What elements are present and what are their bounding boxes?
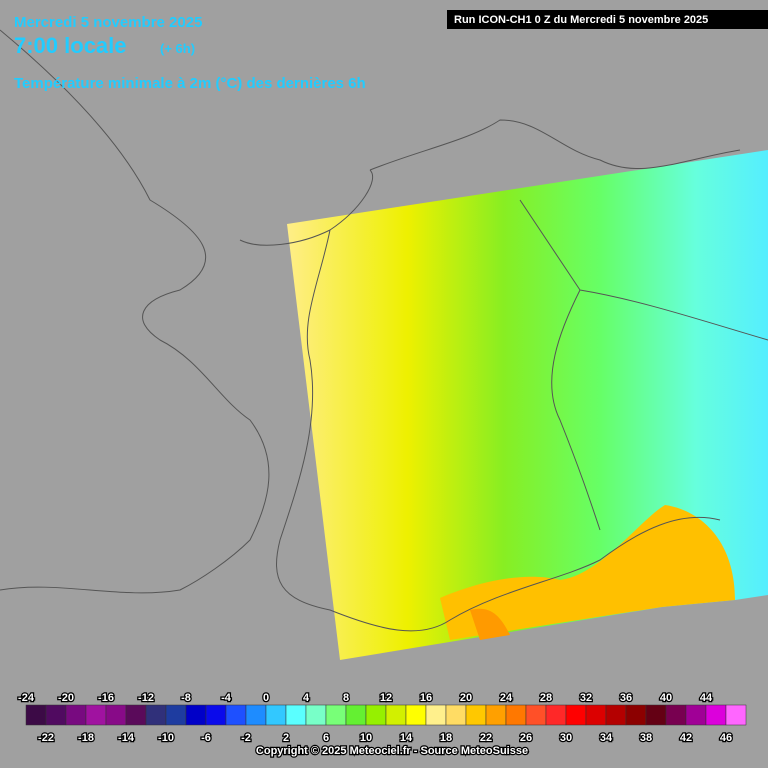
legend-label: 6 <box>323 732 329 744</box>
legend-swatch <box>205 704 227 726</box>
legend-label: 36 <box>620 692 632 704</box>
legend-swatch <box>505 704 527 726</box>
country-borders <box>239 119 768 632</box>
date: Mercredi 5 novembre 2025 <box>14 14 202 31</box>
legend-label: 22 <box>480 732 492 744</box>
legend-swatch <box>725 704 747 726</box>
legend-label: 38 <box>640 732 652 744</box>
legend-swatch <box>365 704 387 726</box>
legend-swatch <box>385 704 407 726</box>
legend-swatch <box>225 704 247 726</box>
legend-label: 30 <box>560 732 572 744</box>
legend-label: -14 <box>118 732 135 744</box>
legend-label: 26 <box>520 732 532 744</box>
legend-swatch <box>665 704 687 726</box>
legend-swatch <box>245 704 267 726</box>
legend-label: 40 <box>660 692 672 704</box>
copyright: Copyright © 2025 Meteociel.fr - Source M… <box>256 745 528 757</box>
legend-label: 32 <box>580 692 592 704</box>
legend-swatch <box>305 704 327 726</box>
legend-swatch <box>165 704 187 726</box>
legend-swatch <box>565 704 587 726</box>
legend-swatch <box>25 704 47 726</box>
legend-label: 34 <box>600 732 613 744</box>
warm-patch <box>470 608 510 640</box>
legend-swatch <box>345 704 367 726</box>
run: Run ICON-CH1 0 Z du Mercredi 5 novembre … <box>454 14 708 26</box>
legend-label: 4 <box>303 692 310 704</box>
legend-label: -18 <box>78 732 94 744</box>
legend-swatch <box>85 704 107 726</box>
legend-label: 24 <box>500 692 513 704</box>
run-box <box>447 10 768 29</box>
legend-swatch <box>45 704 67 726</box>
legend-label: 8 <box>343 692 349 704</box>
legend-swatch <box>645 704 667 726</box>
legend-swatch <box>485 704 507 726</box>
legend-swatch <box>325 704 347 726</box>
legend-swatch <box>625 704 647 726</box>
legend-label: 0 <box>263 692 269 704</box>
legend-swatch <box>425 704 447 726</box>
legend-label: -4 <box>221 692 232 704</box>
legend: -24-22-20-18-16-14-12-10-8-6-4-202468101… <box>17 691 747 745</box>
legend-swatch <box>585 704 607 726</box>
legend-swatch <box>705 704 727 726</box>
legend-label: 10 <box>360 732 372 744</box>
legend-label: -20 <box>58 692 74 704</box>
legend-swatch <box>605 704 627 726</box>
legend-label: 16 <box>420 692 432 704</box>
legend-label: -6 <box>201 732 211 744</box>
legend-label: -8 <box>181 692 191 704</box>
legend-swatch <box>285 704 307 726</box>
legend-swatch <box>265 704 287 726</box>
legend-label: 18 <box>440 732 452 744</box>
offset: (+ 6h) <box>160 41 195 56</box>
legend-label: -10 <box>158 732 174 744</box>
legend-swatch <box>145 704 167 726</box>
legend-swatch <box>125 704 147 726</box>
legend-swatch <box>465 704 487 726</box>
legend-label: -22 <box>38 732 54 744</box>
legend-label: -2 <box>241 732 251 744</box>
time: 7:00 locale <box>14 33 127 58</box>
legend-label: 42 <box>680 732 692 744</box>
legend-label: 14 <box>400 732 413 744</box>
legend-label: 46 <box>720 732 732 744</box>
legend-swatch <box>405 704 427 726</box>
legend-swatch <box>685 704 707 726</box>
coastline <box>0 29 270 594</box>
sea-temperature <box>440 505 735 640</box>
legend-swatch <box>65 704 87 726</box>
legend-label: -24 <box>18 692 35 704</box>
parameter: Température minimale à 2m (°C) des derni… <box>14 75 366 92</box>
legend-label: -16 <box>98 692 114 704</box>
legend-swatch <box>105 704 127 726</box>
legend-swatch <box>525 704 547 726</box>
legend-label: 12 <box>380 692 392 704</box>
legend-label: 44 <box>700 692 713 704</box>
legend-swatch <box>545 704 567 726</box>
legend-label: -12 <box>138 692 154 704</box>
legend-swatch <box>185 704 207 726</box>
legend-label: 20 <box>460 692 472 704</box>
legend-label: 2 <box>283 732 289 744</box>
legend-swatch <box>445 704 467 726</box>
legend-label: 28 <box>540 692 552 704</box>
